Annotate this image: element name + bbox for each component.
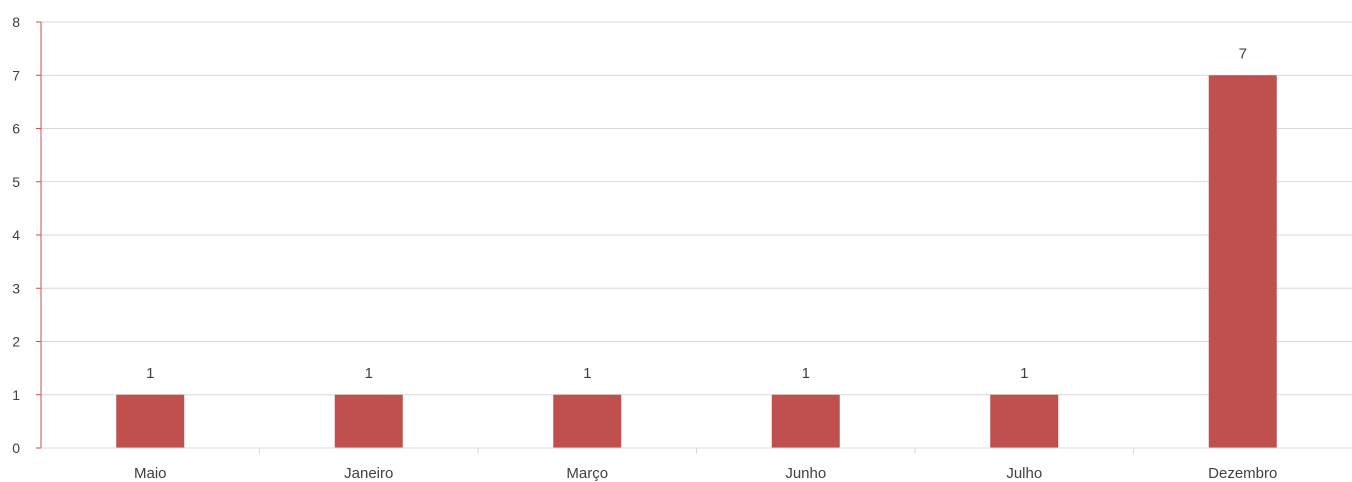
y-tick-label: 1 (12, 387, 20, 403)
x-category-label: Julho (1006, 465, 1042, 482)
y-tick-label: 3 (12, 280, 20, 296)
y-tick-label: 6 (12, 121, 20, 137)
data-label: 1 (583, 365, 591, 382)
data-label: 1 (1020, 365, 1028, 382)
bar (990, 394, 1059, 448)
data-label: 1 (365, 365, 373, 382)
x-category-label: Março (566, 465, 608, 482)
bar (553, 394, 622, 448)
y-tick-label: 2 (12, 334, 20, 350)
y-tick-label: 0 (12, 440, 20, 456)
data-label: 7 (1239, 45, 1247, 62)
bar (1208, 75, 1277, 448)
x-category-label: Maio (134, 465, 167, 482)
y-tick-label: 8 (12, 14, 20, 30)
y-tick-label: 4 (12, 227, 20, 243)
bar (334, 394, 403, 448)
gridlines (41, 21, 1352, 396)
y-tick-label: 5 (12, 174, 20, 190)
axes (36, 21, 1352, 454)
data-label: 1 (802, 365, 810, 382)
y-tick-label: 7 (12, 67, 20, 83)
labels: 0 1 2 3 4 5 6 7 8 1 Maio 1 Janeiro 1 Março 1 Junho 1 Julho… (12, 14, 1277, 482)
x-category-label: Junho (785, 465, 826, 482)
bar (116, 394, 185, 448)
bars (116, 75, 1277, 448)
x-category-label: Janeiro (344, 465, 393, 482)
bar (771, 394, 840, 448)
x-category-label: Dezembro (1208, 465, 1277, 482)
data-label: 1 (146, 365, 154, 382)
